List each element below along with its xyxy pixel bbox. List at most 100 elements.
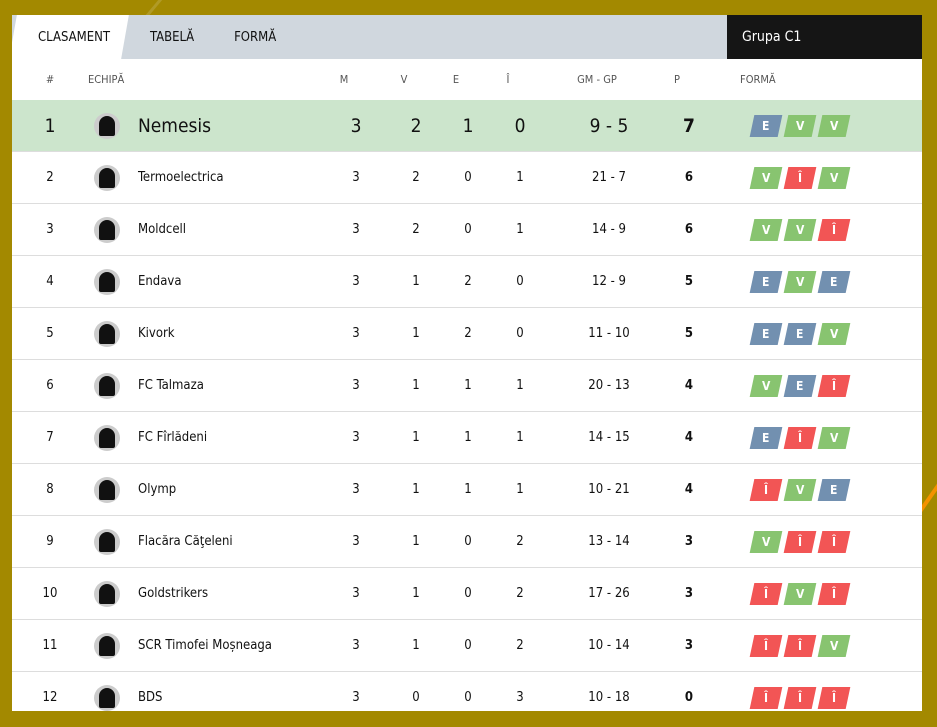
tab-clasament[interactable]: CLASAMENT <box>18 30 130 45</box>
team-name[interactable]: Termoelectrica <box>138 170 224 185</box>
form-badge: Î <box>817 218 851 241</box>
form-badge-label: E <box>796 378 804 393</box>
position: 12 <box>42 690 58 705</box>
team-crest-icon <box>94 216 120 243</box>
position: 8 <box>46 482 54 497</box>
form-badge-label: V <box>829 430 839 445</box>
tab-bar: CLASAMENT TABELĂ FORMĂ Grupa C1 <box>12 15 922 59</box>
table-row[interactable]: 1 Nemesis 3 2 1 0 9 - 5 7 E V V <box>12 100 922 152</box>
goals: 14 - 15 <box>588 430 630 445</box>
form-badge-label: E <box>762 430 770 445</box>
team-name[interactable]: Nemesis <box>138 114 212 137</box>
form-badge: E <box>749 426 783 449</box>
team-logo <box>88 528 126 555</box>
goals: 20 - 13 <box>588 378 630 393</box>
col-v: V <box>400 73 408 86</box>
form-badge: E <box>749 270 783 293</box>
team-logo <box>88 632 126 659</box>
team-name[interactable]: BDS <box>138 690 163 705</box>
form-badge-label: Î <box>797 170 802 185</box>
wins: 1 <box>412 534 420 549</box>
points: 6 <box>684 170 694 185</box>
draws: 0 <box>464 534 472 549</box>
form-badge: V <box>817 114 851 137</box>
form-badge: Î <box>817 686 851 709</box>
table-row[interactable]: 4 Endava 3 1 2 0 12 - 9 5 E V E <box>12 256 922 308</box>
form-badge: V <box>817 166 851 189</box>
team-name[interactable]: Goldstrikers <box>138 586 209 601</box>
team-name[interactable]: Olymp <box>138 482 177 497</box>
points: 5 <box>684 326 694 341</box>
matches: 3 <box>352 274 360 289</box>
table-row[interactable]: 2 Termoelectrica 3 2 0 1 21 - 7 6 V Î V <box>12 152 922 204</box>
form-badge: V <box>783 478 817 501</box>
form-badge-label: V <box>761 222 771 237</box>
points: 6 <box>684 222 694 237</box>
col-l: Î <box>506 73 510 86</box>
form-badge: Î <box>817 582 851 605</box>
losses: 0 <box>514 114 526 137</box>
table-row[interactable]: 5 Kivork 3 1 2 0 11 - 10 5 E E V <box>12 308 922 360</box>
team-name[interactable]: Moldcell <box>138 222 187 237</box>
position: 11 <box>42 638 58 653</box>
form-badge: Î <box>783 426 817 449</box>
team-name[interactable]: Endava <box>138 274 182 289</box>
form-badge: Î <box>783 530 817 553</box>
form-badge-label: V <box>795 482 805 497</box>
col-m: M <box>339 73 349 86</box>
draws: 1 <box>464 482 472 497</box>
form-badge: Î <box>817 374 851 397</box>
wins: 1 <box>412 586 420 601</box>
form-badge-label: E <box>762 118 770 133</box>
team-name[interactable]: FC Fîrlădeni <box>138 430 208 445</box>
team-name[interactable]: Kivork <box>138 326 175 341</box>
matches: 3 <box>352 378 360 393</box>
table-row[interactable]: 12 BDS 3 0 0 3 10 - 18 0 Î Î Î <box>12 672 922 711</box>
points: 3 <box>684 534 694 549</box>
tab-tabela[interactable]: TABELĂ <box>150 29 195 45</box>
table-row[interactable]: 11 SCR Timofei Moșneaga 3 1 0 2 10 - 14 3 Î Î V <box>12 620 922 672</box>
matches: 3 <box>352 430 360 445</box>
form-badge-label: V <box>795 118 805 133</box>
losses: 1 <box>516 482 524 497</box>
form-badge-label: V <box>829 638 839 653</box>
form-badge-label: E <box>830 482 838 497</box>
table-row[interactable]: 7 FC Fîrlădeni 3 1 1 1 14 - 15 4 E Î V <box>12 412 922 464</box>
losses: 2 <box>516 534 524 549</box>
form-badge-label: Î <box>763 586 768 601</box>
team-name[interactable]: Flacăra Căţeleni <box>138 534 233 549</box>
form-badge: V <box>749 530 783 553</box>
tab-forma[interactable]: FORMĂ <box>234 29 277 45</box>
points: 0 <box>684 690 694 705</box>
goals: 14 - 9 <box>592 222 626 237</box>
matches: 3 <box>352 586 360 601</box>
team-name[interactable]: SCR Timofei Moșneaga <box>138 638 272 653</box>
draws: 1 <box>464 378 472 393</box>
table-row[interactable]: 8 Olymp 3 1 1 1 10 - 21 4 Î V E <box>12 464 922 516</box>
points: 4 <box>684 378 694 393</box>
goals: 10 - 21 <box>588 482 630 497</box>
wins: 2 <box>410 114 422 137</box>
points: 5 <box>684 274 694 289</box>
goals: 17 - 26 <box>588 586 630 601</box>
team-crest-icon <box>94 528 120 555</box>
team-logo <box>88 268 126 295</box>
table-row[interactable]: 6 FC Talmaza 3 1 1 1 20 - 13 4 V E Î <box>12 360 922 412</box>
form-badge: V <box>749 218 783 241</box>
points: 7 <box>683 114 695 137</box>
points: 3 <box>684 638 694 653</box>
col-gm: GM - GP <box>577 73 617 86</box>
wins: 1 <box>412 274 420 289</box>
team-name[interactable]: FC Talmaza <box>138 378 204 393</box>
table-row[interactable]: 10 Goldstrikers 3 1 0 2 17 - 26 3 Î V Î <box>12 568 922 620</box>
col-forma: FORMĂ <box>740 73 776 86</box>
form-badge-label: Î <box>831 222 836 237</box>
table-row[interactable]: 3 Moldcell 3 2 0 1 14 - 9 6 V V Î <box>12 204 922 256</box>
table-row[interactable]: 9 Flacăra Căţeleni 3 1 0 2 13 - 14 3 V Î Î <box>12 516 922 568</box>
